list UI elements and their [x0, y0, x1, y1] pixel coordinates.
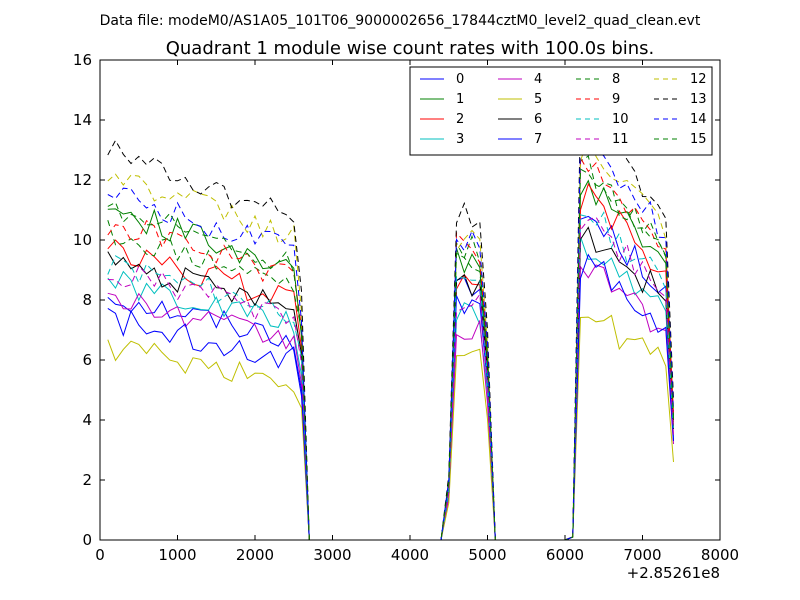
legend-entry-11: 11 — [576, 132, 629, 147]
y-tick-label: 8 — [82, 291, 92, 309]
series-line-14 — [107, 139, 674, 541]
x-tick-label: 3000 — [313, 546, 351, 564]
legend-entry-0: 0 — [420, 72, 464, 87]
legend-entry-3: 3 — [420, 132, 464, 147]
legend-entry-9: 9 — [576, 92, 620, 107]
legend-label: 12 — [690, 72, 707, 87]
series-line-7 — [107, 253, 674, 541]
x-tick-label: 1000 — [158, 546, 196, 564]
legend-entry-4: 4 — [498, 72, 542, 87]
y-tick-label: 4 — [82, 411, 92, 429]
series-line-12 — [107, 138, 674, 541]
x-tick-label: 2000 — [236, 546, 274, 564]
series-line-2 — [107, 182, 674, 541]
legend-entry-6: 6 — [498, 112, 542, 127]
legend-label: 3 — [456, 132, 464, 147]
x-tick-label: 6000 — [546, 546, 584, 564]
series-layer — [107, 106, 674, 541]
legend-label: 7 — [534, 132, 542, 147]
legend-entry-7: 7 — [498, 132, 542, 147]
legend-entry-8: 8 — [576, 72, 620, 87]
legend-entry-15: 15 — [654, 132, 707, 147]
series-line-6 — [107, 226, 674, 541]
x-tick-label: 0 — [95, 546, 105, 564]
y-tick-label: 14 — [73, 111, 92, 129]
x-tick-label: 8000 — [701, 546, 739, 564]
legend-entry-13: 13 — [654, 92, 707, 107]
x-tick-label: 4000 — [391, 546, 429, 564]
data-file-suptitle: Data file: modeM0/AS1A05_101T06_90000026… — [100, 13, 701, 29]
y-tick-label: 0 — [82, 531, 92, 549]
legend-label: 1 — [456, 92, 464, 107]
legend-label: 0 — [456, 72, 464, 87]
legend-label: 15 — [690, 132, 707, 147]
legend-entry-10: 10 — [576, 112, 629, 127]
y-tick-label: 12 — [73, 171, 92, 189]
legend-label: 10 — [612, 112, 629, 127]
legend-label: 5 — [534, 92, 542, 107]
y-tick-label: 10 — [73, 231, 92, 249]
legend-label: 14 — [690, 112, 707, 127]
legend-box — [409, 66, 713, 156]
x-tick-label: 7000 — [623, 546, 661, 564]
legend-label: 2 — [456, 112, 464, 127]
legend-label: 11 — [612, 132, 629, 147]
series-line-0 — [107, 215, 674, 541]
legend-label: 9 — [612, 92, 620, 107]
legend-entry-14: 14 — [654, 112, 707, 127]
series-line-4 — [107, 264, 674, 541]
chart-title: Quadrant 1 module wise count rates with … — [166, 38, 655, 59]
legend-entry-5: 5 — [498, 92, 542, 107]
y-tick-label: 6 — [82, 351, 92, 369]
x-axis-offset-label: +2.85261e8 — [627, 564, 720, 582]
legend-label: 8 — [612, 72, 620, 87]
legend-label: 13 — [690, 92, 707, 107]
legend-label: 4 — [534, 72, 542, 87]
series-line-11 — [107, 216, 674, 541]
axes-layer: 0 1000 2000 3000 4000 5000 6000 7000 80000246810… — [73, 51, 739, 564]
series-line-1 — [107, 179, 674, 541]
y-tick-label: 16 — [73, 51, 92, 69]
legend-entry-2: 2 — [420, 112, 464, 127]
y-tick-label: 2 — [82, 471, 92, 489]
series-line-10 — [107, 211, 674, 541]
legend-entry-1: 1 — [420, 92, 464, 107]
legend-label: 6 — [534, 112, 542, 127]
legend-entry-12: 12 — [654, 72, 707, 87]
x-tick-label: 5000 — [468, 546, 506, 564]
